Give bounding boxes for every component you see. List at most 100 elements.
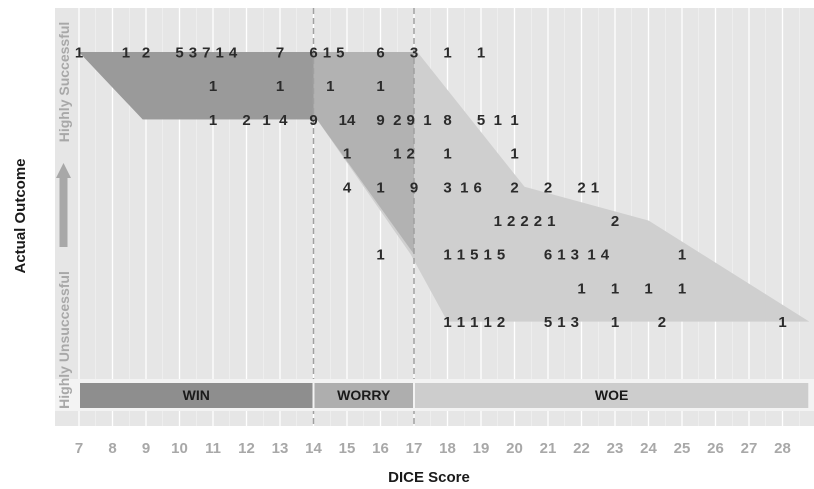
count-label: 1	[457, 314, 465, 331]
count-label: 1	[326, 78, 334, 95]
x-tick-label: 10	[171, 440, 188, 457]
count-label: 3	[571, 314, 579, 331]
count-label: 2	[142, 45, 150, 62]
x-tick-label: 16	[372, 440, 389, 457]
x-tick-label: 18	[439, 440, 456, 457]
count-label: 1	[323, 45, 331, 62]
count-label: 2	[406, 146, 414, 163]
count-label: 1	[209, 78, 217, 95]
count-label: 1	[216, 45, 224, 62]
count-label: 5	[497, 247, 505, 264]
count-label: 1	[443, 45, 451, 62]
count-label: 2	[611, 213, 619, 230]
x-tick-label: 27	[741, 440, 758, 457]
x-tick-label: 11	[205, 440, 221, 457]
count-label: 1	[470, 314, 478, 331]
count-label: 5	[544, 314, 552, 331]
x-tick-label: 24	[640, 440, 657, 457]
count-label: 1	[494, 213, 502, 230]
count-label: 4	[601, 247, 610, 264]
zone-label-woe: WOE	[595, 387, 628, 403]
x-tick-label: 12	[238, 440, 255, 457]
x-tick-label: 26	[707, 440, 724, 457]
x-tick-label: 9	[142, 440, 150, 457]
count-label: 1	[547, 213, 555, 230]
count-label: 1	[557, 247, 565, 264]
count-label: 6	[309, 45, 317, 62]
count-label: 1	[477, 45, 485, 62]
count-label: 1	[611, 280, 619, 297]
count-label: 1	[75, 45, 83, 62]
zone-band-win	[80, 383, 313, 408]
x-tick-label: 20	[506, 440, 523, 457]
count-label: 1	[557, 314, 565, 331]
count-label: 9	[410, 179, 418, 196]
count-label: 2	[577, 179, 585, 196]
y-axis-title: Actual Outcome	[12, 158, 29, 273]
count-label: 5	[336, 45, 344, 62]
count-label: 3	[571, 247, 579, 264]
count-label: 1	[484, 247, 492, 264]
count-label: 1	[276, 78, 284, 95]
count-label: 4	[279, 112, 288, 129]
count-label: 2	[658, 314, 666, 331]
count-label: 1	[443, 247, 451, 264]
x-tick-label: 14	[305, 440, 322, 457]
count-label: 1	[457, 247, 465, 264]
count-label: 5	[470, 247, 478, 264]
count-label: 9	[406, 112, 414, 129]
x-tick-label: 23	[607, 440, 624, 457]
count-label: 3	[189, 45, 197, 62]
x-tick-label: 7	[75, 440, 83, 457]
x-tick-label: 17	[406, 440, 423, 457]
count-label: 3	[410, 45, 418, 62]
count-label: 1	[510, 146, 518, 163]
count-label: 1	[587, 247, 595, 264]
count-label: 2	[497, 314, 505, 331]
count-label: 1	[591, 179, 599, 196]
count-label: 1	[510, 112, 518, 129]
count-label: 2	[534, 213, 542, 230]
count-label: 5	[175, 45, 183, 62]
count-label: 5	[477, 112, 485, 129]
count-label: 8	[443, 112, 451, 129]
count-label: 1	[376, 179, 384, 196]
count-label: 1	[343, 146, 351, 163]
count-label: 1	[484, 314, 492, 331]
count-label: 1	[122, 45, 130, 62]
count-label: 1	[376, 78, 384, 95]
zone-band-worry	[314, 383, 413, 408]
count-label: 1	[577, 280, 585, 297]
count-label: 6	[544, 247, 552, 264]
count-label: 6	[473, 179, 481, 196]
count-label: 1	[460, 179, 468, 196]
count-label: 1	[778, 314, 786, 331]
count-label: 4	[343, 179, 352, 196]
count-label: 1	[443, 314, 451, 331]
count-label: 2	[544, 179, 552, 196]
x-tick-label: 28	[774, 440, 791, 457]
x-tick-label: 19	[473, 440, 490, 457]
y-axis-bottom-label: Highly Unsuccessful	[56, 271, 72, 409]
count-label: 1	[376, 247, 384, 264]
count-label: 2	[507, 213, 515, 230]
x-axis-title: DICE Score	[388, 469, 470, 486]
count-label: 1	[443, 146, 451, 163]
y-axis-top-label: Highly Successful	[56, 22, 72, 143]
count-label: 9	[376, 112, 384, 129]
count-label: 9	[309, 112, 317, 129]
count-label: 1	[678, 280, 686, 297]
count-label: 14	[339, 112, 356, 129]
count-label: 1	[678, 247, 686, 264]
count-label: 2	[510, 179, 518, 196]
trend-band-inner	[79, 52, 314, 120]
y-axis-arrow	[56, 163, 71, 247]
zone-label-worry: WORRY	[337, 387, 391, 403]
count-label: 1	[423, 112, 431, 129]
count-label: 6	[376, 45, 384, 62]
count-label: 1	[494, 112, 502, 129]
count-label: 2	[393, 112, 401, 129]
count-label: 2	[520, 213, 528, 230]
count-label: 1	[644, 280, 652, 297]
